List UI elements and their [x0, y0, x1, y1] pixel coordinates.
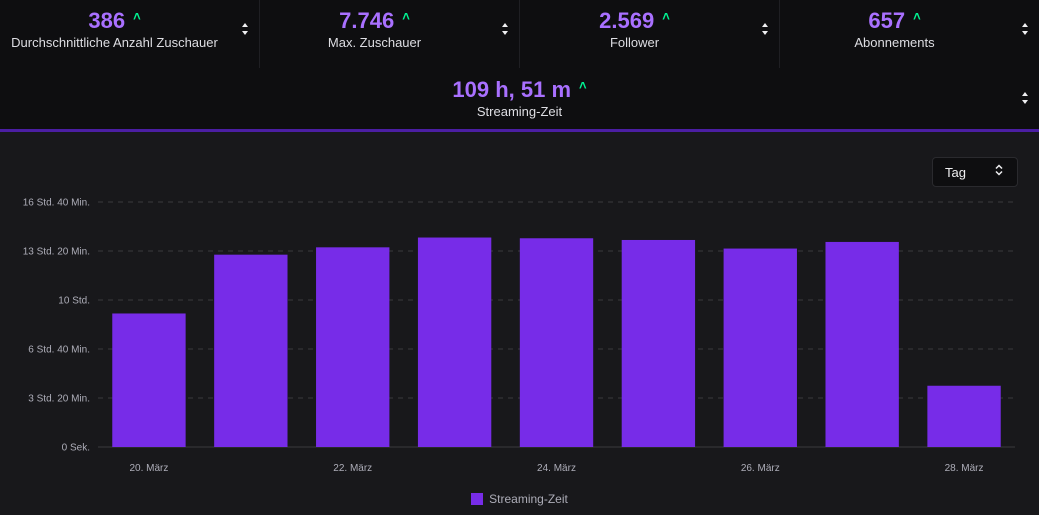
sort-updown-icon[interactable]: [1019, 89, 1031, 107]
chart-bar[interactable]: [112, 313, 186, 447]
legend-swatch: [471, 493, 484, 505]
chevron-updown-icon: [995, 163, 1003, 181]
stat-card-max-viewers[interactable]: 7.746 ˄ Max. Zuschauer: [260, 0, 520, 68]
caret-up-icon: ˄: [662, 9, 670, 24]
chart-y-axis: 0 Sek. 3 Std. 20 Min. 6 Std. 40 Min. 10 Std…: [23, 198, 90, 454]
stat-card-subscriptions[interactable]: 657 ˄ Abonnements: [780, 0, 1039, 68]
stat-card-followers[interactable]: 2.569 ˄ Follower: [520, 0, 780, 68]
stat-content: 7.746 ˄ Max. Zuschauer: [260, 8, 489, 51]
chart-bar[interactable]: [621, 239, 696, 447]
stat-label: Follower: [609, 35, 660, 50]
caret-up-icon: ˄: [133, 9, 141, 24]
y-tick-label: 13 Std. 20 Min.: [23, 247, 90, 258]
caret-up-icon: ˄: [402, 9, 410, 24]
stat-value-row: 386 ˄: [88, 8, 140, 34]
x-tick-label: 22. März: [333, 463, 372, 474]
stat-value: 657: [868, 8, 906, 33]
x-tick-label: 28. März: [945, 463, 984, 474]
caret-up-icon: ˄: [579, 78, 587, 93]
chart-bar[interactable]: [417, 237, 492, 447]
stat-card-streaming-time[interactable]: 109 h, 51 m ˄ Streaming-Zeit: [0, 68, 1039, 132]
y-tick-label: 3 Std. 20 Min.: [28, 394, 90, 405]
stat-value-row: 109 h, 51 m ˄: [452, 77, 586, 103]
y-tick-label: 16 Std. 40 Min.: [23, 198, 90, 209]
chart-bar[interactable]: [316, 247, 390, 447]
x-tick-label: 26. März: [741, 463, 780, 474]
stat-content: 657 ˄ Abonnements: [780, 8, 1009, 51]
chart-bar[interactable]: [825, 241, 899, 447]
stat-value-row: 657 ˄: [868, 8, 920, 34]
stat-content: 2.569 ˄ Follower: [520, 8, 749, 51]
y-tick-label: 0 Sek.: [62, 443, 90, 454]
chart-legend[interactable]: Streaming-Zeit: [0, 492, 1039, 506]
stat-value: 2.569: [599, 8, 655, 33]
stat-card-avg-viewers[interactable]: 386 ˄ Durchschnittliche Anzahl Zuschauer: [0, 0, 260, 68]
period-select-value: Tag: [945, 164, 966, 180]
stat-label: Durchschnittliche Anzahl Zuschauer: [11, 35, 218, 50]
chart-bar[interactable]: [214, 254, 288, 447]
chart-bar[interactable]: [723, 248, 797, 447]
sort-updown-icon[interactable]: [1019, 20, 1031, 38]
stat-value-row: 7.746 ˄: [339, 8, 410, 34]
sort-updown-icon[interactable]: [499, 20, 511, 38]
y-tick-label: 6 Std. 40 Min.: [28, 345, 90, 356]
caret-up-icon: ˄: [913, 9, 921, 24]
legend-label: Streaming-Zeit: [489, 492, 568, 506]
x-tick-label: 20. März: [129, 463, 168, 474]
chart-bar[interactable]: [927, 385, 1001, 447]
streaming-time-bar-chart: 0 Sek. 3 Std. 20 Min. 6 Std. 40 Min. 10 Std…: [23, 198, 1015, 474]
chart-x-axis: 20. März 22. März 24. März 26. März 28. März: [129, 463, 983, 474]
sort-updown-icon[interactable]: [759, 20, 771, 38]
stat-value-row: 2.569 ˄: [599, 8, 670, 34]
sort-updown-icon[interactable]: [239, 20, 251, 38]
period-select[interactable]: Tag: [932, 157, 1018, 187]
stat-label: Streaming-Zeit: [476, 104, 563, 119]
stat-value: 109 h, 51 m: [452, 77, 572, 102]
stats-row: 386 ˄ Durchschnittliche Anzahl Zuschauer…: [0, 0, 1039, 68]
stat-content: 386 ˄ Durchschnittliche Anzahl Zuschauer: [0, 8, 229, 51]
stat-value: 7.746: [339, 8, 395, 33]
stat-value: 386: [88, 8, 126, 33]
chart-bar[interactable]: [519, 238, 594, 447]
stat-label: Abonnements: [854, 35, 935, 50]
y-tick-label: 10 Std.: [58, 296, 90, 307]
stat-content: 109 h, 51 m ˄ Streaming-Zeit: [0, 77, 1039, 120]
chart-bars: [112, 237, 1001, 447]
x-tick-label: 24. März: [537, 463, 576, 474]
stat-label: Max. Zuschauer: [327, 35, 422, 50]
